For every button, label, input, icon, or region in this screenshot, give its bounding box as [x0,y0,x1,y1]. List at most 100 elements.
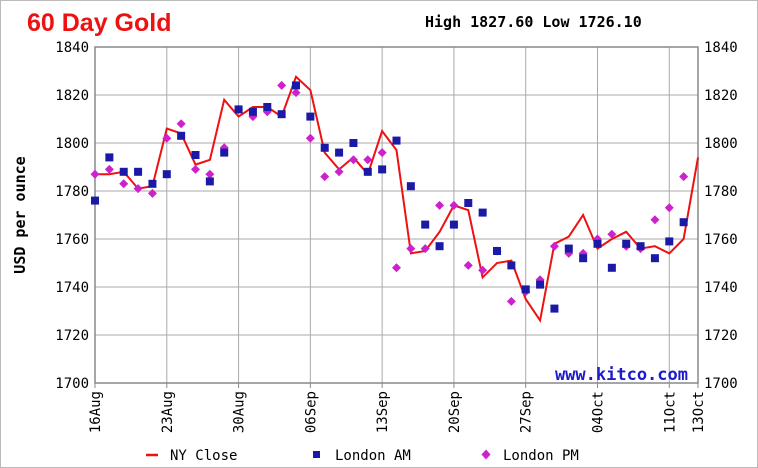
data-point-london-am [421,220,430,229]
y-tick-label-left: 1740 [55,280,89,296]
data-point-london-am [665,237,674,246]
data-point-london-pm [435,200,445,210]
legend-label-ny-close: NY Close [170,448,237,464]
data-point-london-pm [133,184,143,194]
y-tick-label-right: 1800 [704,136,738,152]
y-tick-label-right: 1820 [704,88,738,104]
y-tick-label-left: 1800 [55,136,89,152]
data-point-london-am [292,81,300,90]
legend-label-london-am: London AM [335,448,411,464]
chart-title: 60 Day Gold [27,9,172,37]
data-point-london-am [521,285,530,294]
data-point-london-pm [334,167,344,177]
data-point-london-pm [449,200,459,210]
y-tick-label-left: 1760 [55,232,89,248]
data-point-london-pm [291,88,301,98]
data-point-london-am [234,105,243,114]
watermark: www.kitco.com [555,365,688,385]
data-point-london-am [679,218,688,227]
data-point-london-pm [162,133,172,143]
x-tick-label: 23Aug [160,391,176,433]
high-low-text: High 1827.60 Low 1726.10 [425,13,642,31]
x-tick-label: 27Sep [519,391,535,433]
y-tick-label-left: 1700 [55,376,89,392]
data-point-london-am [478,208,487,217]
data-point-london-am [306,112,315,121]
data-point-london-am [493,247,501,255]
data-point-london-am [119,167,128,176]
data-point-london-pm [679,172,689,182]
data-point-london-am [579,254,588,263]
x-tick-label: 13Oct [691,391,707,433]
data-point-london-am [406,182,415,191]
data-point-london-am [650,254,659,263]
x-tick-label: 04Oct [591,391,607,433]
data-point-london-am [392,136,401,145]
data-point-london-am [191,151,200,159]
data-point-london-pm [463,260,473,270]
data-point-london-am [449,220,458,229]
data-point-london-pm [305,133,315,143]
data-point-london-am [507,261,516,270]
data-point-london-pm [506,296,516,306]
data-point-london-pm [119,179,129,189]
data-point-london-pm [191,164,200,174]
legend-swatch-london-am [313,451,320,458]
y-axis-label: USD per ounce [11,156,29,273]
data-point-london-pm [277,80,287,90]
y-tick-label-right: 1760 [704,232,738,248]
data-point-london-am [349,139,358,147]
data-point-london-am [162,170,171,179]
data-point-london-pm [320,172,330,182]
data-point-london-am [91,196,99,205]
y-tick-label-left: 1720 [55,328,89,344]
data-point-london-am [536,280,545,289]
y-tick-label-left: 1780 [55,184,89,200]
data-point-london-pm [664,203,674,213]
data-point-london-pm [176,119,186,129]
data-point-london-pm [104,164,114,174]
x-tick-label: 13Sep [375,391,391,433]
data-point-london-pm [377,148,387,158]
legend-swatch-london-pm [481,449,491,460]
data-point-london-am [220,148,229,157]
x-tick-label: 30Aug [232,391,248,433]
x-tick-label: 06Sep [303,391,319,433]
x-tick-label: 20Sep [447,391,463,433]
data-point-london-pm [549,241,559,251]
data-point-london-am [593,239,602,248]
data-point-london-am [464,199,473,207]
data-point-london-pm [406,244,416,254]
data-point-london-am [263,103,272,111]
data-point-london-am [277,110,286,119]
data-point-london-am [363,167,372,176]
legend: NY Close London AM London PM [146,448,579,464]
data-point-london-pm [650,215,660,225]
y-tick-label-left: 1820 [55,88,89,104]
data-point-london-am [134,167,143,176]
data-point-london-pm [147,188,157,198]
series-line-ny-close [95,75,699,323]
data-point-london-pm [90,169,100,179]
y-axis-left: 1700 1720 1740 1760 1780 1800 1820 1840 [55,40,89,392]
series-layer [90,75,699,323]
data-point-london-am [335,148,344,157]
data-point-london-am [564,244,573,253]
y-tick-label-right: 1780 [704,184,738,200]
data-point-london-pm [348,155,358,165]
data-point-london-pm [420,244,430,254]
data-point-london-am [550,304,559,313]
data-point-london-am [636,242,645,251]
data-point-london-pm [478,265,488,275]
y-tick-label-right: 1720 [704,328,738,344]
x-tick-label: 11Oct [662,391,678,433]
x-tick-label: 16Aug [88,391,104,433]
data-point-london-pm [363,155,373,165]
data-point-london-am [435,242,444,251]
data-point-london-am [105,153,114,162]
y-axis-right: 1700 1720 1740 1760 1780 1800 1820 1840 [704,40,738,392]
y-tick-label-right: 1740 [704,280,738,296]
data-point-london-am [248,107,257,116]
